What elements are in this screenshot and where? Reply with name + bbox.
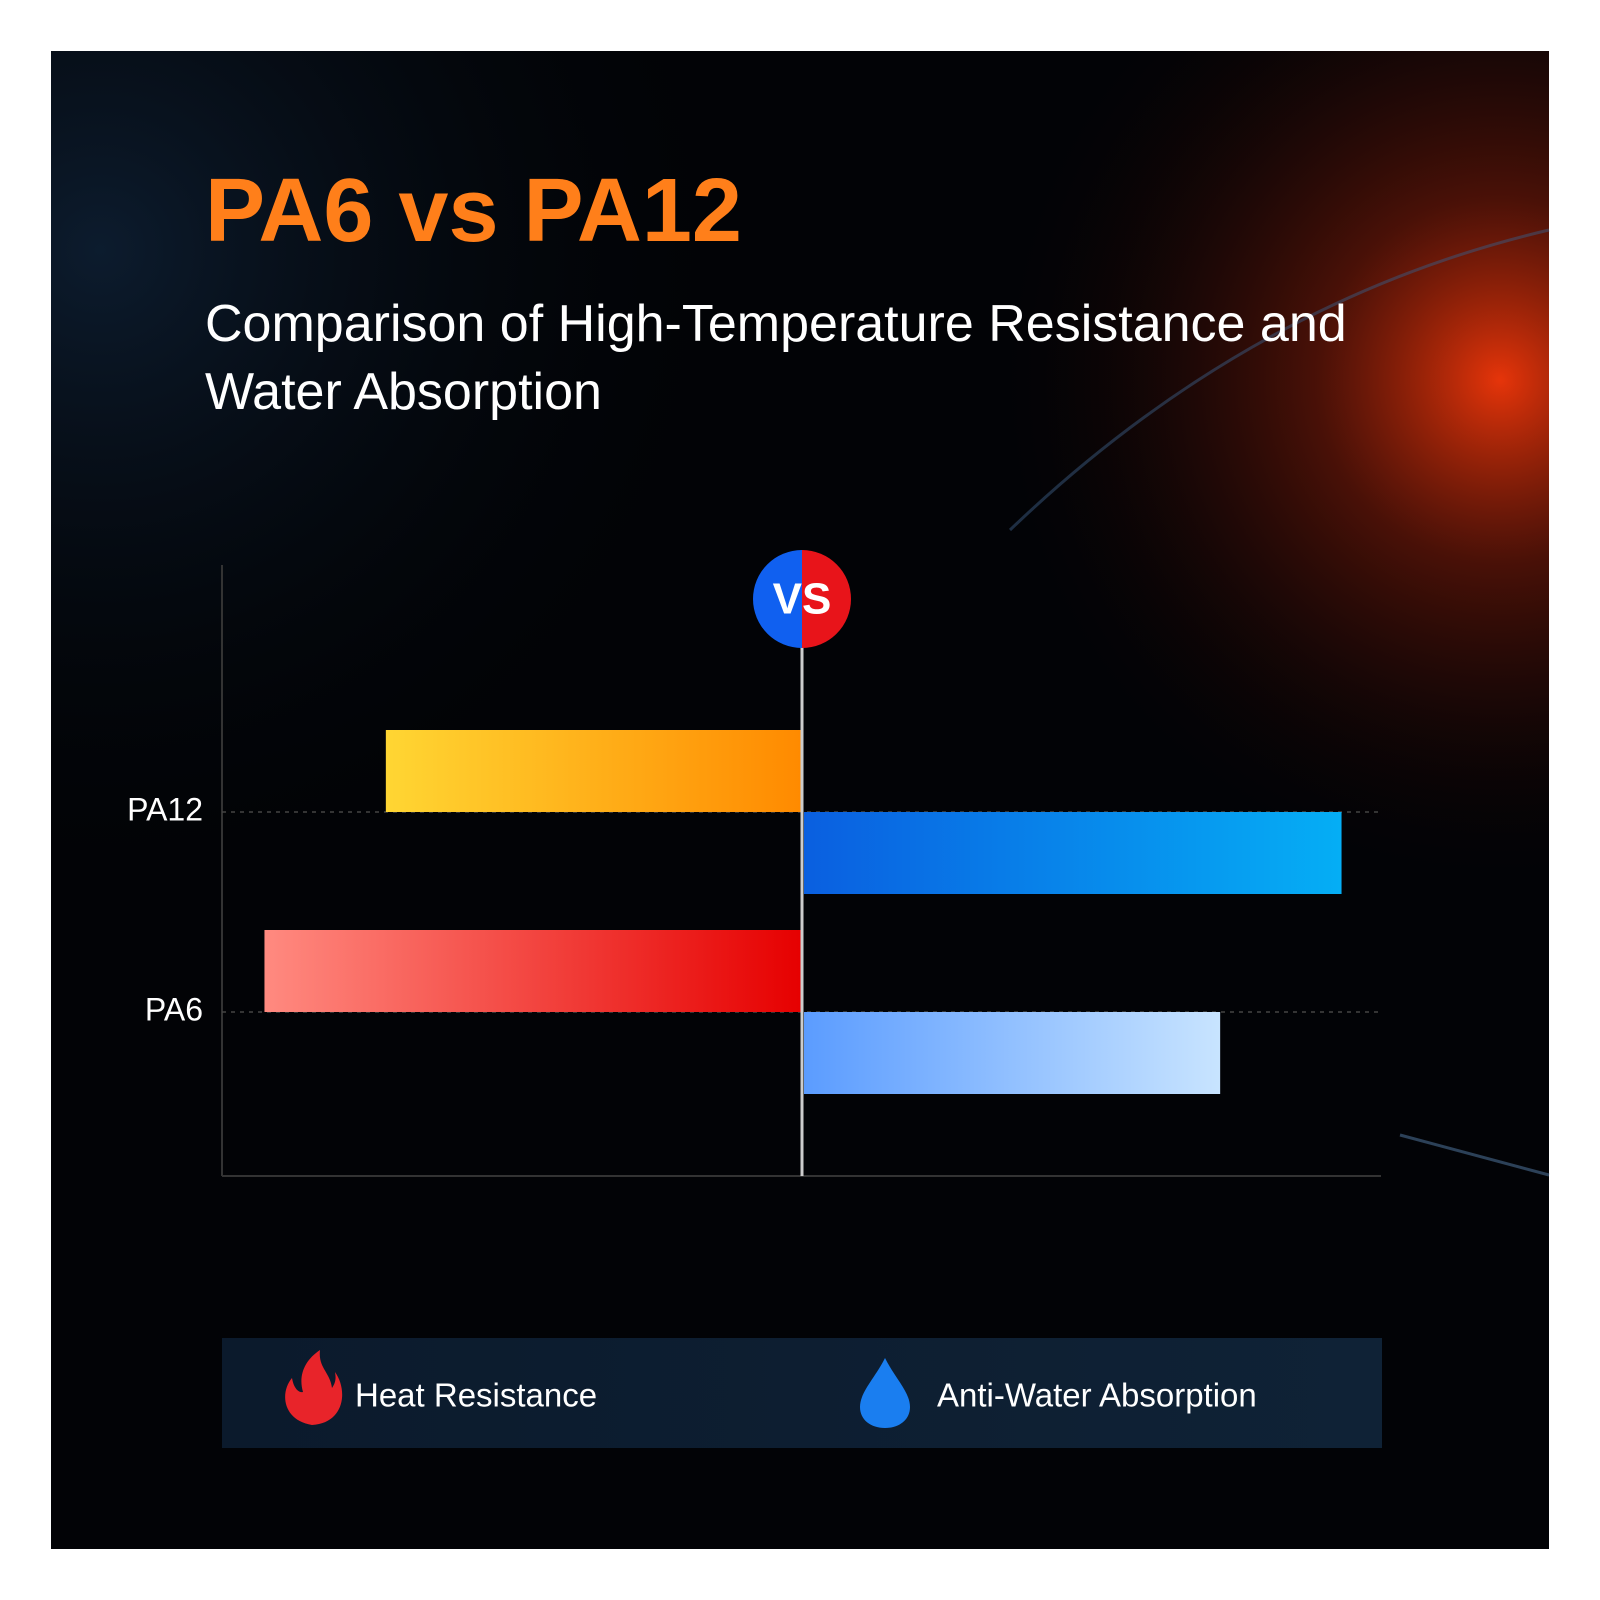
vs-label: VS (773, 575, 832, 624)
vs-badge (753, 550, 851, 648)
y-tick-label: PA12 (127, 791, 203, 827)
legend-label: Heat Resistance (355, 1377, 597, 1414)
legend-label: Anti-Water Absorption (937, 1377, 1257, 1414)
bar (804, 1012, 1221, 1094)
flame-icon (285, 1350, 343, 1425)
drop-icon (860, 1358, 910, 1428)
bar (804, 812, 1342, 894)
bar (264, 930, 803, 1012)
title: PA6 vs PA12 (205, 161, 742, 261)
bar (385, 730, 802, 812)
legend-box (222, 1338, 1382, 1448)
light-streak (1399, 1133, 1550, 1177)
y-tick-label: PA6 (145, 991, 203, 1027)
light-streak (1008, 228, 1550, 532)
subtitle: Comparison of High-Temperature Resistanc… (205, 295, 1347, 421)
